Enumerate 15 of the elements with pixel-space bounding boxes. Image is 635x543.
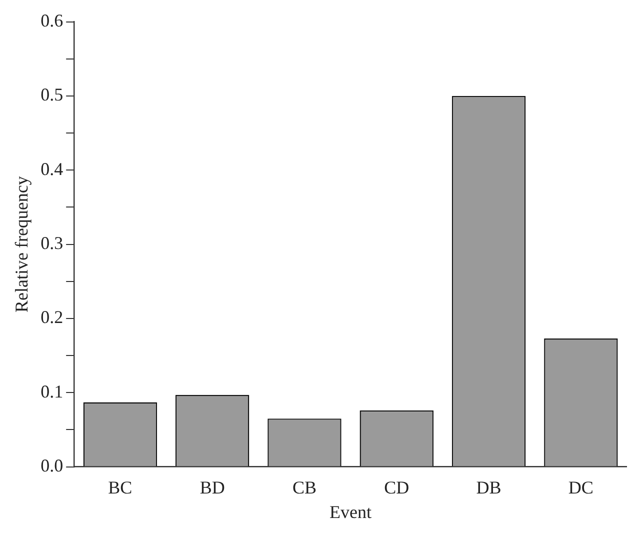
x-tick-label: DC	[568, 477, 594, 498]
y-tick-label: 0.6	[40, 10, 64, 31]
y-tick-label: 0.1	[40, 381, 64, 402]
x-tick-label: BD	[200, 477, 225, 498]
x-tick-label: BC	[108, 477, 132, 498]
x-tick-label: CD	[384, 477, 410, 498]
y-tick-label: 0.2	[40, 307, 64, 328]
x-tick-label: DB	[476, 477, 502, 498]
y-tick-label: 0.4	[40, 158, 64, 179]
y-tick-label: 0.3	[40, 233, 64, 254]
y-tick-label: 0.5	[40, 84, 64, 105]
x-axis-title: Event	[330, 502, 372, 522]
y-tick-label: 0.0	[40, 456, 64, 476]
y-axis-title: Relative frequency	[12, 176, 32, 313]
x-tick-label: CB	[292, 477, 316, 498]
